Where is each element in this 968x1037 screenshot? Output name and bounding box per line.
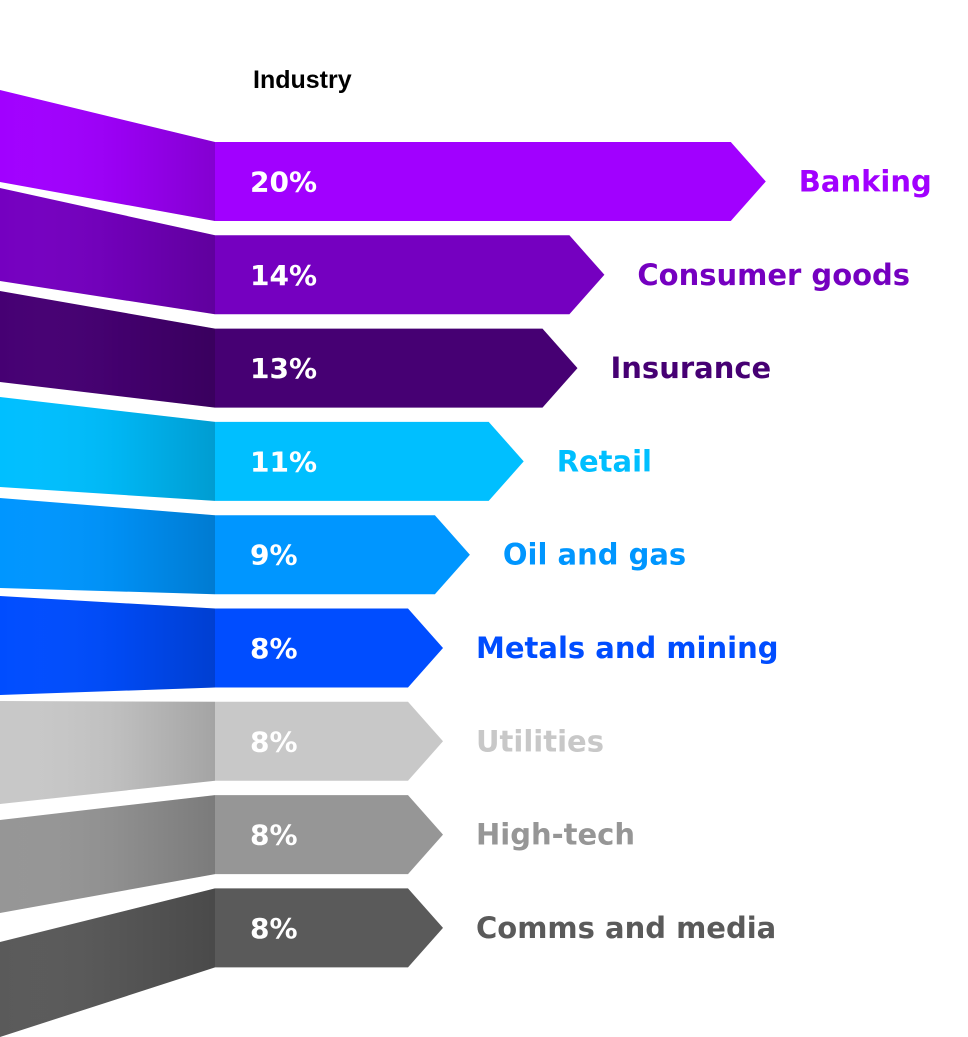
bar-banking: [215, 142, 766, 221]
ribbon-shade: [0, 498, 215, 595]
category-label-comms-and-media: Comms and media: [476, 911, 776, 945]
bar-high-tech: [215, 795, 443, 875]
value-label-retail: 11%: [250, 445, 317, 478]
value-label-comms-and-media: 8%: [250, 912, 298, 945]
bar-utilities: [215, 701, 443, 781]
label-group: 20% Banking 14% Consumer goods 13% Insurance 1…: [250, 165, 932, 945]
category-label-metals-and-mining: Metals and mining: [476, 631, 778, 665]
category-label-utilities: Utilities: [476, 724, 604, 758]
category-label-oil-and-gas: Oil and gas: [503, 538, 686, 572]
value-label-consumer-goods: 14%: [250, 259, 317, 292]
bar-consumer-goods: [215, 235, 605, 315]
ribbon-group: [0, 90, 215, 1037]
bar-retail: [215, 421, 524, 501]
value-label-banking: 20%: [250, 166, 317, 199]
ribbon-shade: [0, 701, 215, 804]
value-label-oil-and-gas: 9%: [250, 539, 298, 572]
bar-insurance: [215, 328, 578, 408]
category-label-insurance: Insurance: [611, 351, 772, 385]
value-label-high-tech: 8%: [250, 819, 298, 852]
bar-oil-and-gas: [215, 515, 470, 595]
bar-comms-and-media: [215, 888, 443, 968]
bar-metals-and-mining: [215, 608, 443, 688]
ribbon-shade: [0, 188, 215, 315]
ribbon-shade: [0, 291, 215, 408]
category-label-consumer-goods: Consumer goods: [637, 258, 910, 292]
ribbon-shade: [0, 90, 215, 221]
category-label-retail: Retail: [557, 444, 652, 478]
value-label-metals-and-mining: 8%: [250, 632, 298, 665]
chart-heading: Industry: [253, 66, 352, 94]
ribbon-shade: [0, 596, 215, 695]
category-label-banking: Banking: [799, 165, 932, 199]
ribbon-shade: [0, 397, 215, 501]
arrow-group: [215, 142, 766, 968]
ribbon-shade: [0, 888, 215, 1037]
category-label-high-tech: High-tech: [476, 818, 635, 852]
ribbon-shade: [0, 795, 215, 913]
value-label-utilities: 8%: [250, 725, 298, 758]
value-label-insurance: 13%: [250, 352, 317, 385]
